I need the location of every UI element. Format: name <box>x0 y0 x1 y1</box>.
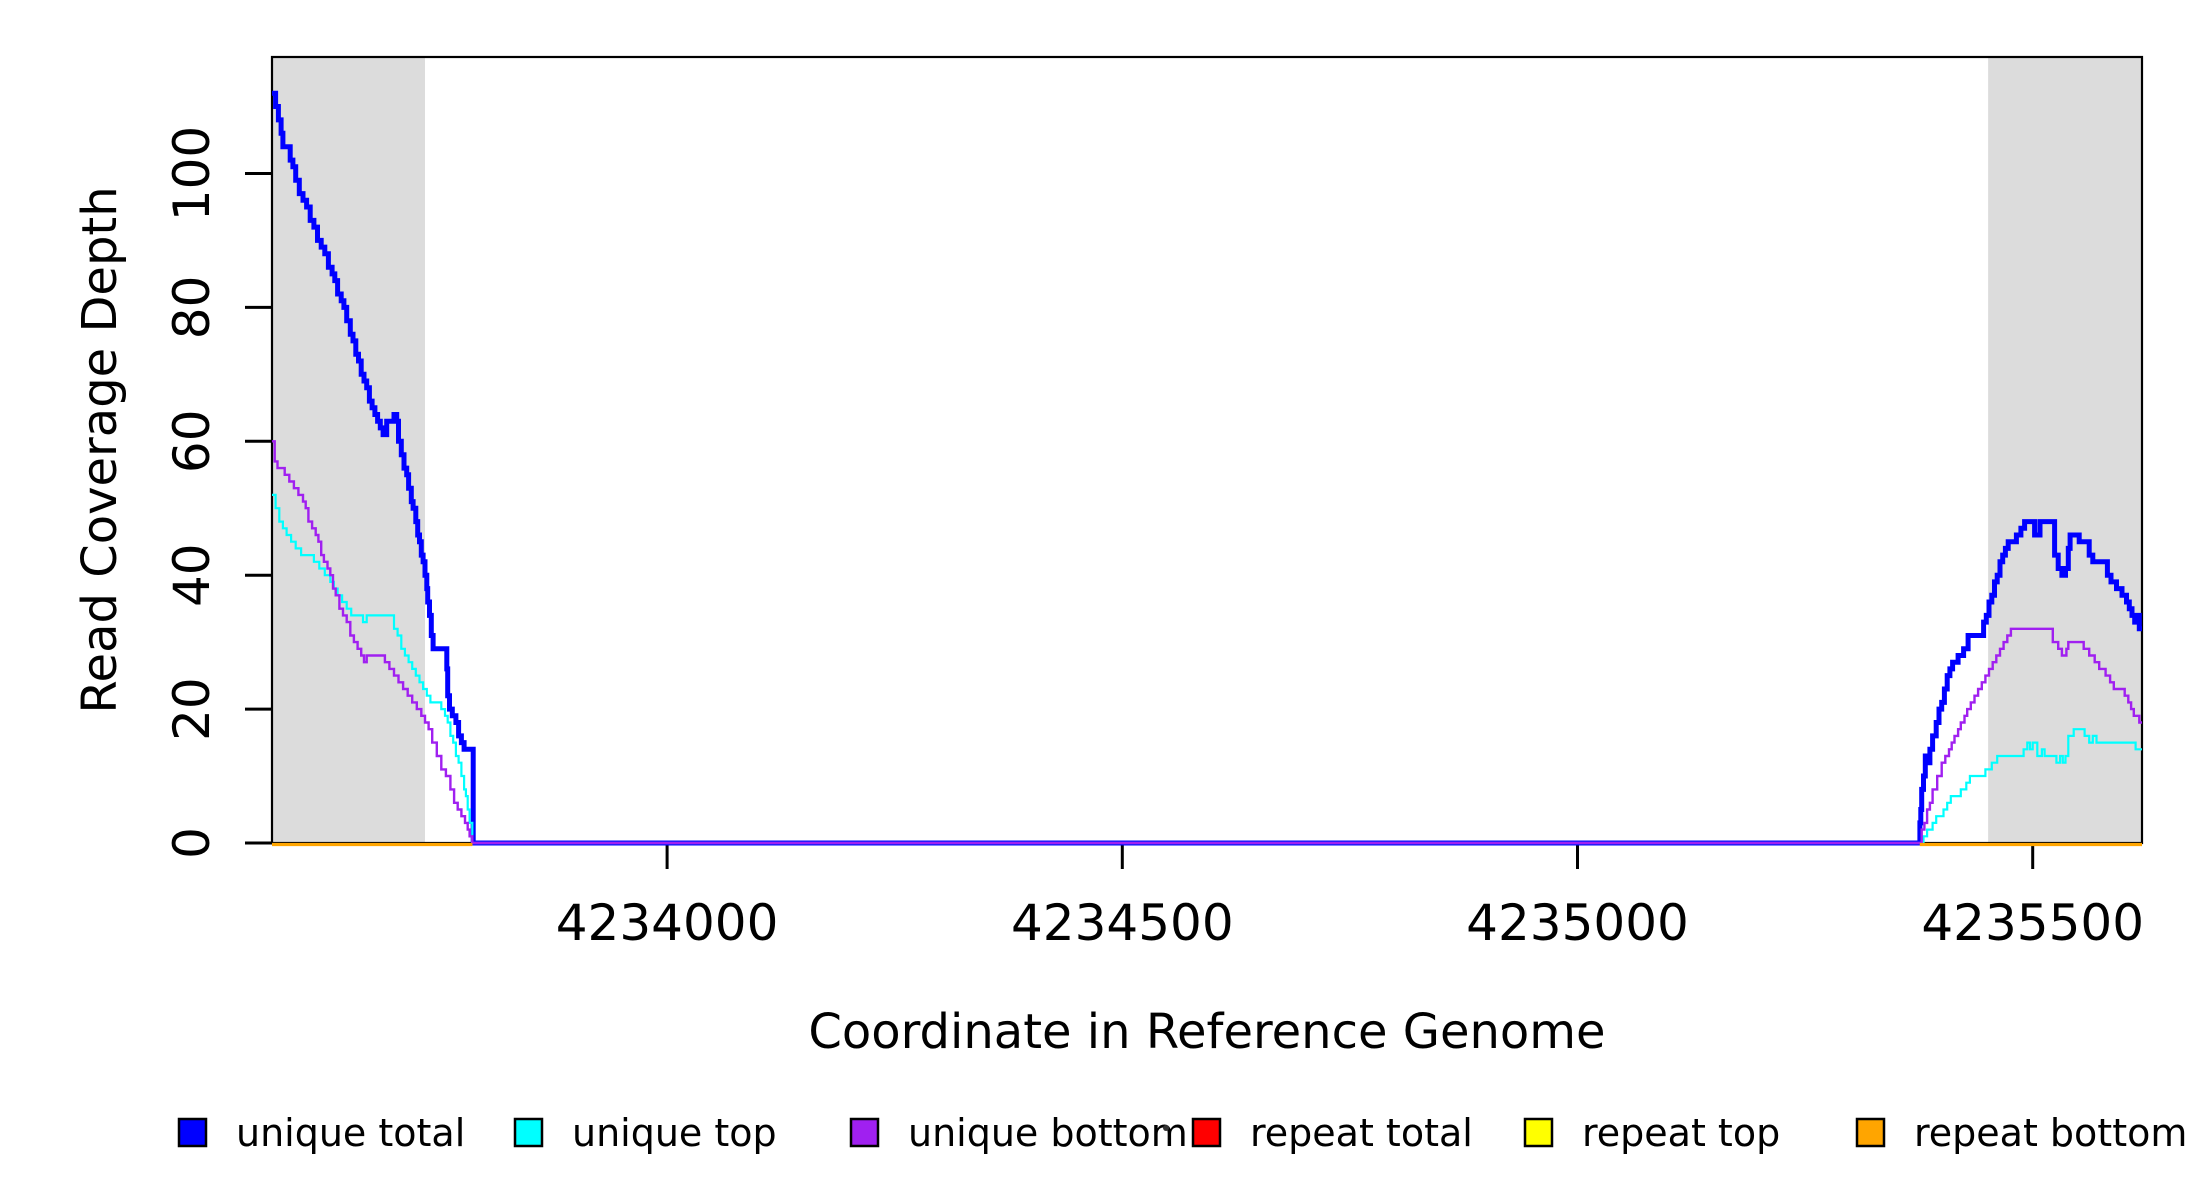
y-tick-label: 100 <box>163 126 221 221</box>
x-tick-label: 4234500 <box>1011 894 1234 952</box>
legend-swatch-repeat-total <box>1191 1117 1222 1148</box>
legend-item-unique-total: unique total <box>177 1111 465 1155</box>
data-series <box>272 90 2142 847</box>
x-axis-title: Coordinate in Reference Genome <box>808 1004 1605 1060</box>
legend-label-unique-top: unique top <box>572 1111 777 1155</box>
legend-item-repeat-total: repeat total <box>1191 1111 1473 1155</box>
legend-swatch-unique-bottom <box>849 1117 880 1148</box>
legend-swatch-unique-top <box>513 1117 544 1148</box>
legend-label-repeat-bottom: repeat bottom <box>1914 1111 2187 1155</box>
legend-item-unique-top: unique top <box>513 1111 777 1155</box>
plot-border <box>270 55 2144 845</box>
legend-item-unique-bottom: unique bottom <box>849 1111 1188 1155</box>
y-axis-title: Read Coverage Depth <box>72 186 128 713</box>
legend-label-unique-total: unique total <box>236 1111 465 1155</box>
legend-swatch-unique-total <box>177 1117 208 1148</box>
legend-item-repeat-bottom: repeat bottom <box>1855 1111 2187 1155</box>
x-tick-label: 4235000 <box>1466 894 1689 952</box>
shaded-region-1 <box>1988 58 2142 842</box>
legend-label-repeat-total: repeat total <box>1250 1111 1473 1155</box>
legend: unique total unique top unique bottom repea… <box>177 1111 2187 1155</box>
shaded-regions <box>272 58 2142 842</box>
x-tick-label: 4235500 <box>1921 894 2144 952</box>
y-tick-label: 20 <box>163 677 221 741</box>
y-tick-label: 40 <box>163 543 221 607</box>
series-line-unique-top <box>272 493 2142 845</box>
x-tick-label: 4234000 <box>556 894 779 952</box>
y-tick-label: 0 <box>163 827 221 859</box>
y-axis: 0 20 40 60 80 100 <box>163 126 272 859</box>
legend-swatch-repeat-bottom <box>1855 1117 1886 1148</box>
stray-dot <box>1163 1125 1169 1131</box>
legend-swatch-repeat-top <box>1523 1117 1554 1148</box>
legend-label-repeat-top: repeat top <box>1582 1111 1780 1155</box>
series-line-unique-total <box>272 90 2142 846</box>
series-line-unique-bottom <box>272 440 2142 845</box>
legend-item-repeat-top: repeat top <box>1523 1111 1780 1155</box>
y-tick-label: 80 <box>163 276 221 340</box>
y-tick-label: 60 <box>163 409 221 473</box>
x-axis: 4234000 4234500 4235000 4235500 <box>556 843 2144 952</box>
legend-label-unique-bottom: unique bottom <box>908 1111 1188 1155</box>
